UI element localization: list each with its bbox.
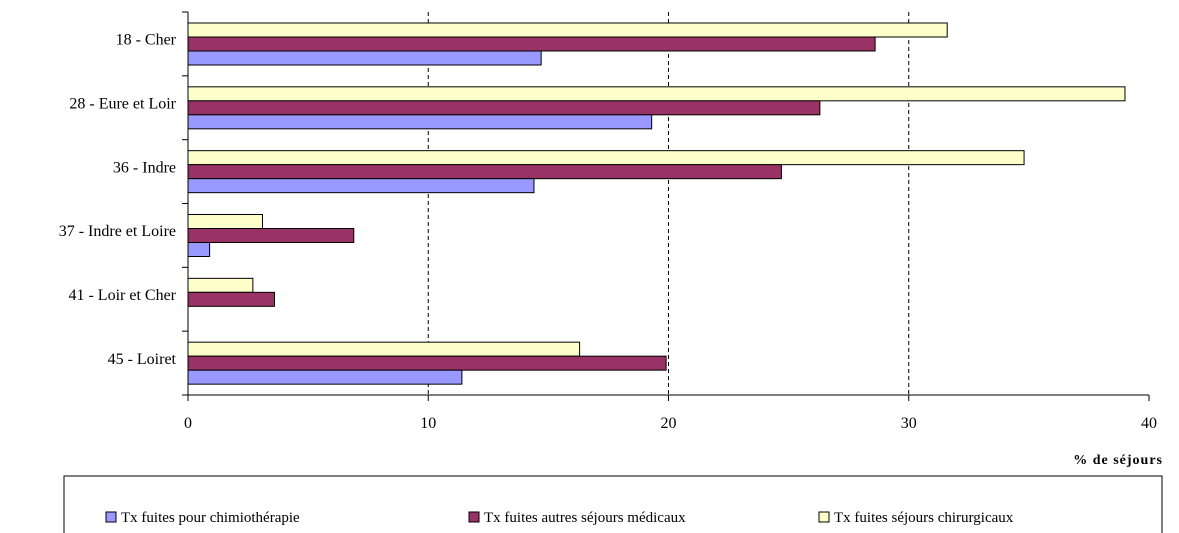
x-tick-label: 10 bbox=[420, 415, 436, 432]
category-label: 41 - Loir et Cher bbox=[68, 287, 176, 304]
bar bbox=[187, 36, 876, 52]
legend-label: Tx fuites séjours chirurgicaux bbox=[834, 510, 1014, 526]
x-tick-label: 0 bbox=[184, 415, 192, 432]
gridlines bbox=[427, 12, 910, 395]
legend-swatch bbox=[818, 511, 830, 523]
legend-swatch bbox=[468, 511, 480, 523]
category-label: 36 - Indre bbox=[113, 159, 176, 176]
category-label: 18 - Cher bbox=[116, 32, 177, 49]
bar bbox=[187, 291, 275, 307]
bar bbox=[187, 228, 355, 243]
bar bbox=[187, 50, 542, 66]
bar bbox=[187, 369, 463, 385]
x-tick-label: 20 bbox=[661, 415, 677, 432]
axes bbox=[182, 11, 1150, 401]
bars bbox=[187, 22, 1126, 385]
bar bbox=[187, 100, 821, 116]
bar bbox=[187, 355, 667, 371]
bar bbox=[187, 86, 1126, 102]
bar bbox=[187, 214, 263, 229]
bar bbox=[187, 150, 1025, 166]
bar bbox=[187, 242, 211, 257]
legend-label: Tx fuites autres séjours médicaux bbox=[484, 510, 686, 526]
bar bbox=[187, 164, 782, 180]
legend: Tx fuites pour chimiothérapie Tx fuites a… bbox=[63, 475, 1163, 533]
x-tick-label: 40 bbox=[1141, 415, 1157, 432]
x-tick-label: 30 bbox=[901, 415, 917, 432]
bar bbox=[187, 22, 948, 38]
x-axis-title: % de séjours bbox=[1073, 453, 1163, 468]
category-labels: 18 - Cher 28 - Eure et Loir 36 - Indre 37 -… bbox=[59, 32, 177, 368]
legend-swatch bbox=[105, 511, 117, 523]
bar bbox=[187, 341, 581, 357]
bar bbox=[187, 114, 653, 130]
tick-labels: 0 10 20 30 40 bbox=[184, 415, 1157, 432]
legend-label: Tx fuites pour chimiothérapie bbox=[121, 510, 300, 526]
category-label: 45 - Loiret bbox=[108, 351, 177, 368]
category-label: 37 - Indre et Loire bbox=[59, 223, 176, 240]
legend-box bbox=[63, 475, 1163, 533]
bar bbox=[187, 178, 535, 194]
category-label: 28 - Eure et Loir bbox=[69, 95, 176, 112]
bar bbox=[187, 277, 254, 293]
